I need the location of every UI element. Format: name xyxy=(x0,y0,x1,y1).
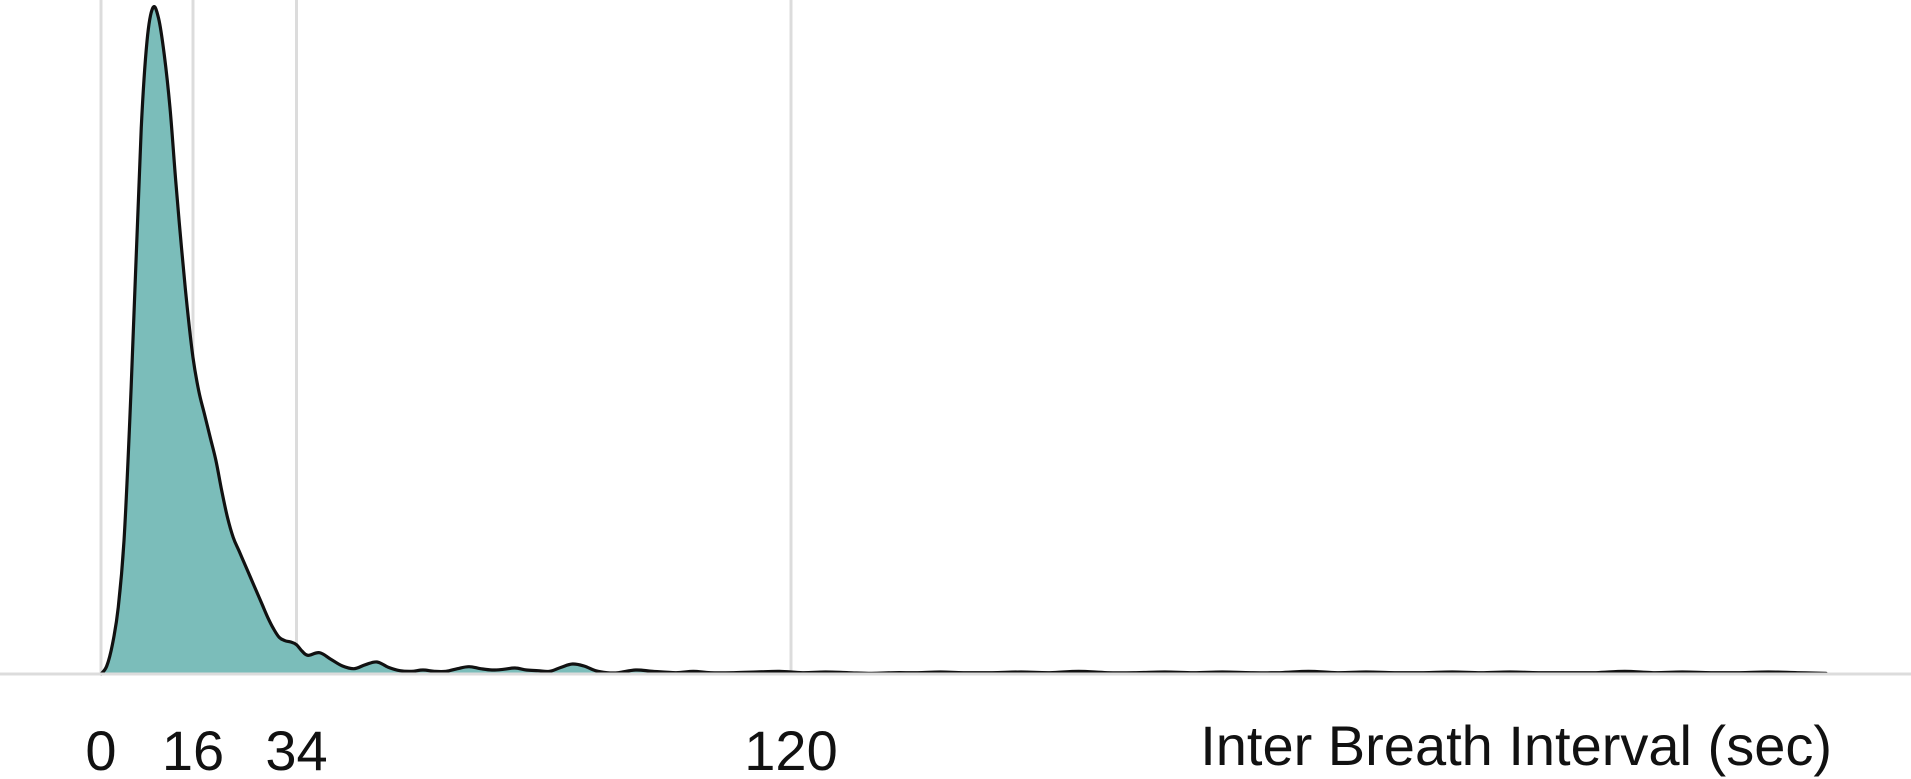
x-tick-labels: 0 16 34 120 xyxy=(85,719,837,779)
x-tick-label-16: 16 xyxy=(162,719,224,779)
x-tick-label-0: 0 xyxy=(85,719,116,779)
x-tick-label-34: 34 xyxy=(265,719,327,779)
density-curve xyxy=(99,5,1828,676)
x-tick-label-120: 120 xyxy=(744,719,837,779)
density-area xyxy=(101,6,1826,675)
x-axis-title: Inter Breath Interval (sec) xyxy=(1200,714,1832,777)
